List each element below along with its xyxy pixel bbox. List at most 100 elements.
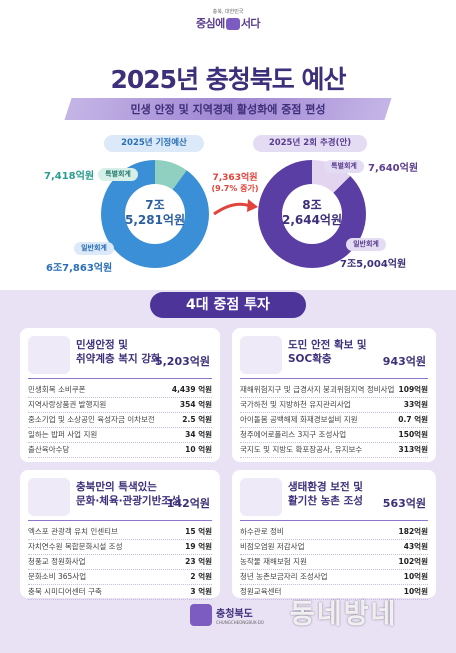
item-value: 313억원	[398, 445, 428, 454]
logo-name-left: 중심에	[195, 17, 225, 30]
item-name: 국지도 및 지방도 확포장공사, 유지보수	[240, 445, 363, 454]
card-total: 943억원	[382, 355, 426, 368]
card-total: 563억원	[382, 497, 426, 510]
investment-card-welfare: 민생안정 및 취약계층 복지 강화 5,203억원 민생회복 소비쿠폰 4,439…	[20, 328, 220, 462]
list-item: 지역사랑상품권 발행지원 354 억원	[28, 398, 212, 413]
welfare-icon	[28, 336, 70, 374]
logo-tagline: 충북, 대한민국	[212, 9, 244, 15]
left-special-amount: 7,418억원	[44, 171, 95, 182]
card-divider	[240, 378, 428, 379]
card-item-list: 하수관로 정비 182억원 비점오염원 저감사업 43억원 농작물 재해보험 지원 1…	[240, 525, 428, 600]
item-name: 청년 농촌보금자리 조성사업	[240, 572, 328, 581]
list-item: 국지도 및 지방도 확포장공사, 유지보수 313억원	[240, 443, 428, 458]
list-item: 청주에어로폴리스 3지구 조성사업 150억원	[240, 428, 428, 443]
card-item-list: 재해위험지구 및 급경사지 붕괴위험지역 정비사업 109억원 국가하천 및 지방…	[240, 383, 428, 458]
left-general-amount: 6조7,863억원	[46, 263, 113, 274]
bottom-logo: 충청북도 CHUNGCHEONGBUK-DO	[190, 604, 264, 626]
left-budget-label: 2025년 기정예산	[104, 135, 204, 152]
left-total-line2: 5,281억원	[124, 213, 186, 227]
right-total-line2: 2,644억원	[281, 213, 343, 227]
item-name: 국가하천 및 지방하천 유지관리사업	[240, 400, 351, 409]
item-name: 자치연수원 복합문화시설 조성	[28, 542, 123, 551]
left-budget-total: 7조 5,281억원	[101, 198, 209, 228]
safety-icon	[240, 336, 282, 374]
page-subtitle: 민생 안정 및 지역경제 활성화에 중점 편성	[130, 103, 326, 116]
card-total: 5,203억원	[154, 355, 210, 368]
list-item: 청년 농촌보금자리 조성사업 10억원	[240, 570, 428, 585]
card-title-line1: 민생안정 및	[76, 339, 128, 351]
card-title-line1: 생태환경 보전 및	[288, 481, 363, 493]
list-item: 일하는 밥퍼 사업 지원 34 억원	[28, 428, 212, 443]
item-value: 3 억원	[190, 587, 212, 596]
item-name: 비점오염원 저감사업	[240, 542, 305, 551]
increase-amount: 7,363억원	[212, 173, 258, 183]
right-budget-donut	[258, 160, 366, 268]
item-name: 청주에어로폴리스 3지구 조성사업	[240, 430, 347, 439]
item-name: 정원교육센터	[240, 587, 282, 596]
list-item: 충북 시미디어센터 구축 3 억원	[28, 585, 212, 600]
card-item-list: 엑스포 관광객 유치 인센티브 15 억원 자치연수원 복합문화시설 조성 19 억…	[28, 525, 212, 600]
item-value: 102억원	[398, 557, 428, 566]
item-value: 109억원	[398, 385, 428, 394]
left-donut-hole	[125, 184, 185, 244]
item-name: 아이돌봄 공백해제 화재경보설비 지원	[240, 415, 358, 424]
culture-icon	[28, 478, 70, 516]
card-divider	[240, 520, 428, 521]
increase-info: 7,363억원 (9.7% 증가)	[206, 170, 264, 194]
left-budget-donut	[101, 160, 209, 268]
investment-card-culture: 충북만의 특색있는 문화·체육·관광기반조성 142억원 엑스포 관광객 유치 …	[20, 470, 220, 600]
province-emblem-icon	[190, 604, 212, 626]
item-value: 150억원	[398, 430, 428, 439]
section-title: 4대 중점 투자	[150, 292, 306, 318]
increase-arrow-icon	[213, 199, 258, 216]
right-general-amount: 7조5,004억원	[340, 259, 407, 270]
card-title-line2: 활기찬 농촌 조성	[288, 495, 363, 507]
item-value: 33억원	[403, 400, 428, 409]
item-name: 하수관로 정비	[240, 527, 284, 536]
logo-mark-icon	[225, 18, 240, 30]
list-item: 출산육아수당 10 억원	[28, 443, 212, 458]
item-value: 0.7 억원	[398, 415, 428, 424]
item-value: 15 억원	[185, 527, 212, 536]
item-value: 2.5 억원	[182, 415, 212, 424]
list-item: 민생회복 소비쿠폰 4,439 억원	[28, 383, 212, 398]
item-value: 19 억원	[185, 542, 212, 551]
list-item: 문화소비 365사업 2 억원	[28, 570, 212, 585]
item-name: 엑스포 관광객 유치 인센티브	[28, 527, 118, 536]
logo-name: 중심에 서다	[188, 15, 268, 31]
list-item: 중소기업 및 소상공인 육성자금 이차보전 2.5 억원	[28, 413, 212, 428]
card-divider	[28, 378, 212, 379]
item-value: 34 억원	[185, 430, 212, 439]
watermark: 동네방네	[290, 599, 398, 630]
item-name: 문화소비 365사업	[28, 572, 87, 581]
right-general-label: 일반회계	[346, 238, 386, 251]
card-title-line2: 문화·체육·관광기반조성	[76, 495, 181, 507]
card-title: 충북만의 특색있는 문화·체육·관광기반조성	[76, 480, 181, 508]
item-name: 지역사랑상품권 발행지원	[28, 400, 107, 409]
right-special-label: 특별회계	[324, 160, 364, 173]
item-name: 충북 시미디어센터 구축	[28, 587, 102, 596]
investment-card-environment: 생태환경 보전 및 활기찬 농촌 조성 563억원 하수관로 정비 182억원 비…	[232, 470, 436, 600]
item-value: 10 억원	[185, 445, 212, 454]
item-value: 43억원	[403, 542, 428, 551]
right-donut-hole	[282, 184, 342, 244]
item-value: 10억원	[403, 572, 428, 581]
left-total-line1: 7조	[145, 198, 165, 212]
item-name: 민생회복 소비쿠폰	[28, 385, 86, 394]
card-divider	[28, 520, 212, 521]
item-value: 354 억원	[179, 400, 212, 409]
card-title-line1: 충북만의 특색있는	[76, 481, 157, 493]
card-title-line2: SOC확충	[288, 353, 332, 365]
item-name: 청풍교 정원화사업	[28, 557, 86, 566]
card-item-list: 민생회복 소비쿠폰 4,439 억원 지역사랑상품권 발행지원 354 억원 중소기…	[28, 383, 212, 458]
list-item: 청풍교 정원화사업 23 억원	[28, 555, 212, 570]
investment-card-safety: 도민 안전 확보 및 SOC확충 943억원 재해위험지구 및 급경사지 붕괴위…	[232, 328, 436, 462]
item-value: 182억원	[398, 527, 428, 536]
list-item: 정원교육센터 10억원	[240, 585, 428, 600]
list-item: 재해위험지구 및 급경사지 붕괴위험지역 정비사업 109억원	[240, 383, 428, 398]
item-name: 중소기업 및 소상공인 육성자금 이차보전	[28, 415, 155, 424]
item-name: 재해위험지구 및 급경사지 붕괴위험지역 정비사업	[240, 385, 395, 394]
item-value: 23 억원	[185, 557, 212, 566]
environment-icon	[240, 478, 282, 516]
list-item: 비점오염원 저감사업 43억원	[240, 540, 428, 555]
